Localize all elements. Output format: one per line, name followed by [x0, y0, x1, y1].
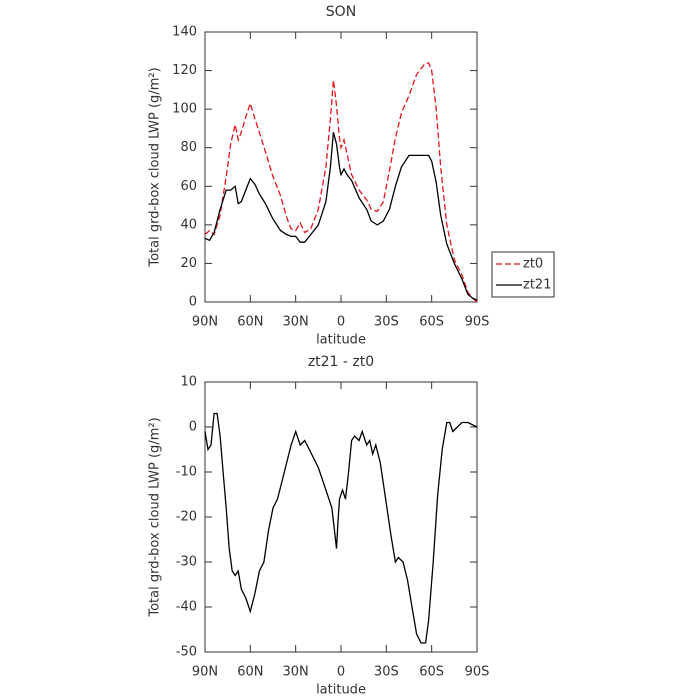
x-tick-label: 60S — [419, 665, 444, 680]
y-tick-label: -10 — [176, 465, 197, 480]
x-tick-label: 90S — [465, 315, 490, 330]
x-tick-label: 0 — [337, 315, 345, 330]
x-tick-label: 90N — [192, 665, 218, 680]
x-tick-label: 30S — [374, 665, 399, 680]
legend-label: zt21 — [523, 278, 551, 293]
y-tick-label: 60 — [180, 179, 197, 194]
y-axis-label: Total grd-box cloud LWP (g/m²) — [148, 417, 163, 617]
y-tick-label: -20 — [176, 510, 197, 525]
x-tick-label: 30N — [283, 665, 309, 680]
y-tick-label: -30 — [176, 555, 197, 570]
series-line — [204, 412, 478, 644]
legend-label: zt0 — [523, 257, 543, 272]
y-tick-label: 20 — [180, 256, 197, 271]
x-tick-label: 30N — [283, 315, 309, 330]
y-tick-label: 10 — [180, 375, 197, 390]
x-tick-label: 90S — [465, 665, 490, 680]
x-axis-label: latitude — [316, 333, 366, 348]
x-axis-label: latitude — [316, 683, 366, 698]
x-tick-label: 30S — [374, 315, 399, 330]
x-tick-label: 60S — [419, 315, 444, 330]
series-line — [204, 132, 478, 301]
y-tick-label: 80 — [180, 140, 197, 155]
y-tick-label: 0 — [189, 295, 197, 310]
chart-title: zt21 - zt0 — [308, 354, 374, 370]
y-axis-label: Total grd-box cloud LWP (g/m²) — [148, 67, 163, 267]
chart-title: SON — [326, 4, 356, 20]
x-tick-label: 60N — [237, 665, 263, 680]
series-line — [204, 62, 478, 303]
x-tick-label: 60N — [237, 315, 263, 330]
plot-frame — [204, 31, 478, 303]
y-tick-label: 40 — [180, 217, 197, 232]
y-tick-label: 140 — [172, 25, 197, 40]
y-tick-label: 100 — [172, 102, 197, 117]
y-tick-label: 0 — [189, 420, 197, 435]
x-tick-label: 0 — [337, 665, 345, 680]
y-tick-label: 120 — [172, 63, 197, 78]
y-tick-label: -40 — [176, 600, 197, 615]
y-tick-label: -50 — [176, 645, 197, 660]
x-tick-label: 90N — [192, 315, 218, 330]
legend-box — [491, 251, 555, 298]
